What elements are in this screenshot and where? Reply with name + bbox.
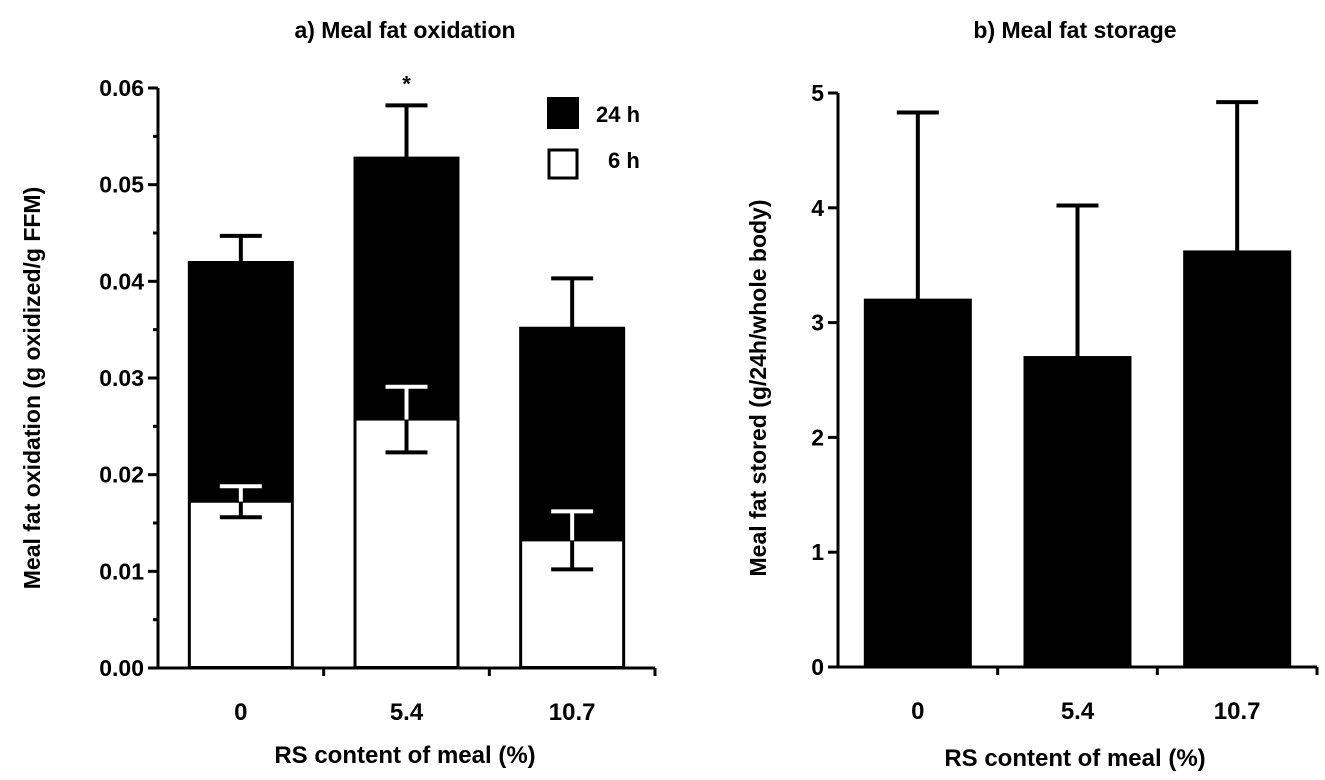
bar-6h	[354, 418, 459, 669]
x-tick-label: 5.4	[1061, 698, 1095, 725]
panel-b-tick-labels: 0 1 2 3 4 5 0 5.4 10.7	[811, 80, 1260, 725]
bar-fat-stored	[1183, 250, 1292, 668]
legend-swatch-6h	[547, 148, 579, 180]
y-tick-label: 0.04	[99, 268, 144, 294]
x-tick-label: 10.7	[549, 699, 596, 726]
panel-a-legend: 24 h 6 h	[547, 97, 640, 180]
y-tick-label: 0.05	[99, 172, 144, 198]
bar-fat-stored	[863, 298, 972, 668]
panel-b-x-axis-label: RS content of meal (%)	[944, 745, 1205, 772]
legend-label-6h: 6 h	[608, 148, 640, 173]
panel-b-bars	[863, 100, 1292, 668]
panel-a-y-axis-label: Meal fat oxidation (g oxidized/g FFM)	[19, 187, 45, 590]
panel-a-meal-fat-oxidation: a) Meal fat oxidation Meal fat oxidation…	[19, 17, 657, 769]
y-tick-label: 3	[811, 310, 824, 336]
bar-fat-stored	[1023, 356, 1132, 668]
panel-a-tick-labels: 0.00 0.01 0.02 0.03 0.04 0.05 0.06 0 5.4 10.7	[99, 75, 595, 726]
y-tick-label: 0.01	[99, 558, 144, 584]
x-tick-label: 10.7	[1214, 698, 1261, 725]
y-tick-label: 0.00	[99, 655, 144, 681]
x-tick-label: 5.4	[390, 699, 424, 726]
panel-b-y-axis-label: Meal fat stored (g/24h/whole body)	[745, 200, 771, 577]
panel-b-meal-fat-storage: b) Meal fat storage Meal fat stored (g/2…	[745, 17, 1319, 772]
legend-label-24h: 24 h	[596, 102, 640, 127]
panel-a-bars: *	[187, 71, 626, 669]
y-tick-label: 0	[811, 654, 824, 680]
panel-b-title: b) Meal fat storage	[973, 17, 1176, 43]
y-tick-label: 0.06	[99, 75, 144, 101]
x-tick-label: 0	[234, 699, 247, 726]
y-tick-label: 0.03	[99, 365, 144, 391]
y-tick-label: 4	[811, 195, 824, 221]
y-tick-label: 0.02	[99, 462, 144, 488]
legend-swatch-24h	[547, 97, 579, 129]
bar-6h	[188, 500, 293, 668]
x-tick-label: 0	[911, 698, 924, 725]
significance-marker: *	[402, 71, 411, 96]
y-tick-label: 5	[811, 80, 824, 106]
y-tick-label: 1	[811, 539, 824, 565]
panel-a-title: a) Meal fat oxidation	[294, 17, 515, 43]
panel-a-x-axis-label: RS content of meal (%)	[274, 742, 535, 769]
y-tick-label: 2	[811, 424, 824, 450]
